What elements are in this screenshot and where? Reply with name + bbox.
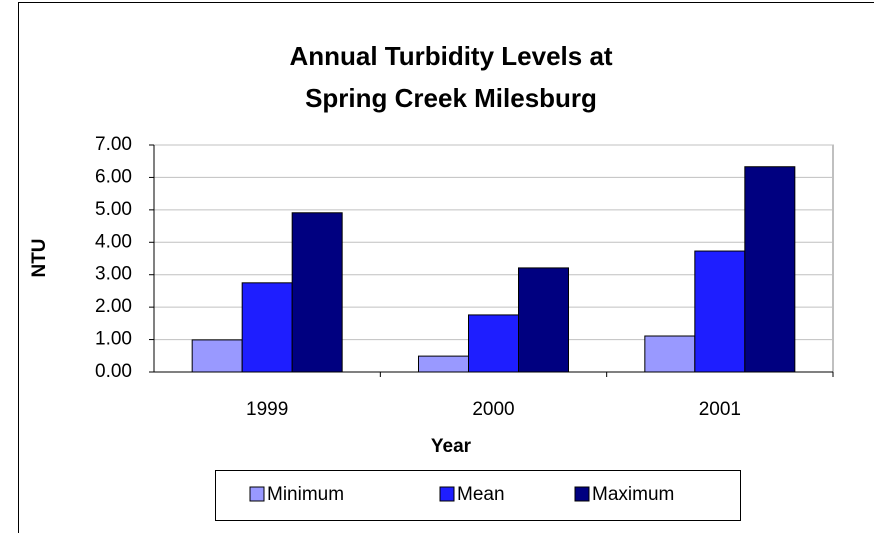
y-axis-title: NTU [29, 238, 50, 277]
x-tick-label: 2000 [472, 399, 514, 420]
bar [694, 250, 746, 373]
legend-swatch [249, 486, 265, 502]
y-tick-label: 5.00 [95, 199, 132, 220]
y-tick-label: 4.00 [95, 231, 132, 252]
legend [215, 470, 741, 521]
y-tick-label: 3.00 [95, 264, 132, 285]
bar [241, 282, 293, 373]
legend-swatch [574, 486, 590, 502]
x-tick-label: 2001 [699, 399, 741, 420]
legend-label: Mean [457, 484, 505, 505]
y-tick-label: 1.00 [95, 329, 132, 350]
bar [468, 314, 519, 373]
bar [744, 166, 796, 373]
legend-swatch [439, 486, 455, 502]
y-tick-label: 6.00 [95, 166, 132, 187]
y-tick-label: 0.00 [95, 361, 132, 382]
legend-label: Minimum [267, 484, 344, 505]
y-tick-label: 7.00 [95, 134, 132, 155]
x-axis-title: Year [431, 436, 472, 457]
bar [191, 339, 243, 373]
chart-title: Spring Creek Milesburg [305, 83, 597, 113]
bar [518, 267, 569, 373]
chart-title: Annual Turbidity Levels at [289, 41, 612, 71]
bar [644, 335, 696, 373]
bar [291, 212, 343, 373]
y-tick-label: 2.00 [95, 296, 132, 317]
legend-label: Maximum [592, 484, 674, 505]
bar [418, 355, 469, 373]
x-tick-label: 1999 [246, 399, 288, 420]
